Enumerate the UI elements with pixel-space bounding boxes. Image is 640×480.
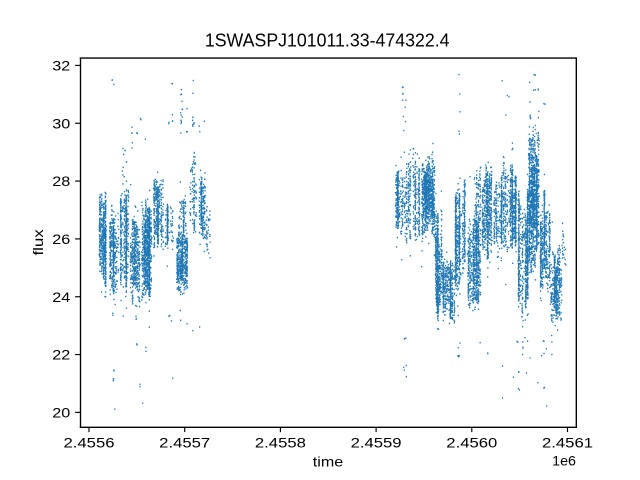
svg-text:2.4559: 2.4559 bbox=[351, 435, 402, 451]
svg-text:time: time bbox=[313, 453, 344, 469]
svg-text:28: 28 bbox=[52, 173, 70, 189]
svg-text:20: 20 bbox=[52, 405, 70, 421]
svg-text:2.4557: 2.4557 bbox=[159, 435, 210, 451]
svg-text:22: 22 bbox=[52, 347, 70, 363]
svg-text:2.4556: 2.4556 bbox=[64, 435, 115, 451]
svg-text:24: 24 bbox=[52, 289, 70, 305]
svg-text:1SWASPJ101011.33-474322.4: 1SWASPJ101011.33-474322.4 bbox=[205, 30, 450, 50]
svg-text:flux: flux bbox=[30, 229, 46, 255]
svg-text:26: 26 bbox=[52, 231, 70, 247]
svg-text:30: 30 bbox=[52, 115, 70, 131]
svg-text:32: 32 bbox=[52, 58, 70, 74]
svg-text:2.4558: 2.4558 bbox=[255, 435, 306, 451]
svg-text:2.4560: 2.4560 bbox=[446, 435, 497, 451]
svg-text:2.4561: 2.4561 bbox=[542, 435, 593, 451]
svg-text:1e6: 1e6 bbox=[552, 453, 576, 469]
